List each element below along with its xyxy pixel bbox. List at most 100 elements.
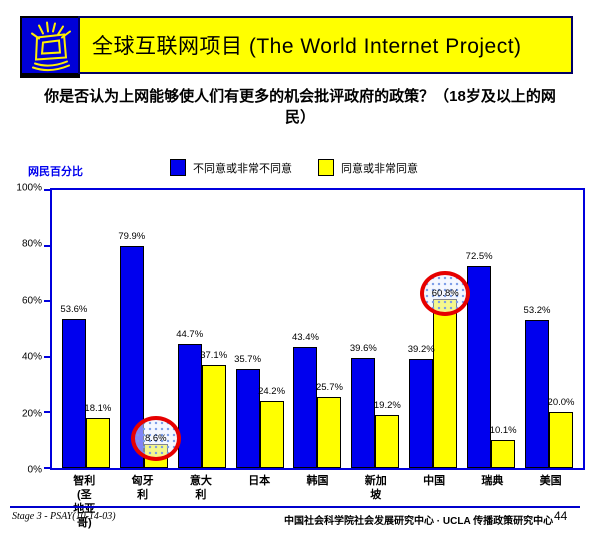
- bar: [467, 266, 492, 468]
- title-banner: 全球互联网项目 (The World Internet Project): [78, 16, 573, 74]
- bar-column: 25.7%: [315, 190, 343, 468]
- bar-column: 39.2%: [407, 190, 435, 468]
- x-axis-label-slot: 新加坡: [352, 474, 400, 506]
- bar-column: 60.8%: [420, 190, 471, 468]
- x-axis-label-slot: 智利 (圣地亚哥): [60, 474, 108, 529]
- bar: [409, 359, 434, 468]
- x-axis-label: 美国: [539, 475, 562, 487]
- y-axis-tick-mark: [44, 244, 52, 247]
- y-axis-tick-mark: [44, 300, 52, 303]
- bar: [549, 412, 574, 468]
- x-axis-label: 日本: [248, 475, 271, 487]
- y-axis-tick-label: 60%: [21, 295, 42, 307]
- bar: [85, 417, 110, 468]
- bar-value-label: 39.2%: [407, 344, 435, 356]
- bar: [235, 368, 260, 468]
- y-axis-tick-label: 20%: [21, 408, 42, 420]
- y-axis-tick-mark: [44, 355, 52, 358]
- bar-column: 53.6%: [60, 190, 88, 468]
- bar-group: 79.9% 8.6%: [118, 190, 181, 468]
- bar-group: 53.6% 18.1%: [60, 190, 112, 468]
- bar: [177, 343, 202, 468]
- bar-group: 44.7% 37.1%: [176, 190, 228, 468]
- bar-value-label: 10.1%: [489, 424, 517, 436]
- legend-swatch-blue: [170, 159, 186, 176]
- footer-divider: [10, 506, 580, 508]
- bar-column: 37.1%: [200, 190, 228, 468]
- bar-group: 39.6% 19.2%: [349, 190, 401, 468]
- bar-column: 53.2%: [523, 190, 551, 468]
- y-axis-title: 网民百分比: [28, 166, 83, 178]
- bar-column: 44.7%: [176, 190, 204, 468]
- logo: [20, 16, 80, 78]
- bar-column: 8.6%: [130, 190, 181, 468]
- bar: [61, 319, 86, 468]
- y-axis-labels: 100% 80% 60% 40% 20% 0%: [0, 183, 44, 476]
- bar: [351, 357, 376, 468]
- circle-annotation: 8.6%: [130, 416, 181, 462]
- bar-value-label: 25.7%: [315, 381, 343, 393]
- bar-value-label: 37.1%: [200, 349, 228, 361]
- legend-label: 不同意或非常不同意: [193, 162, 292, 175]
- bar-column: 43.4%: [291, 190, 319, 468]
- footer-credits: 中国社会科学院社会发展研究中心 · UCLA 传播政策研究中心: [284, 516, 554, 527]
- y-axis-tick-label: 100%: [16, 182, 42, 194]
- bar-group: 39.2% 60.8%: [407, 190, 471, 468]
- bar-value-label: 39.6%: [349, 342, 377, 354]
- question-text: 你是否认为上网能够使人们有更多的机会批评政府的政策？（18岁及以上的网民）: [44, 88, 556, 126]
- bar-value-label: 19.2%: [373, 399, 401, 411]
- bar-value-label: 18.1%: [84, 402, 112, 414]
- page-number: 44: [554, 509, 568, 523]
- x-axis-label-slot: 韩国: [293, 474, 341, 506]
- bar: [293, 347, 318, 468]
- x-axis-label-slot: 中国: [410, 474, 458, 506]
- x-axis-label: 智利 (圣地亚哥): [73, 475, 96, 529]
- bar-group: 53.2% 20.0%: [523, 190, 575, 468]
- x-axis-label: 意大利: [189, 475, 212, 501]
- bar-value-label: 20.0%: [547, 397, 575, 409]
- legend-row: 网民百分比 不同意或非常不同意 同意或非常同意: [0, 159, 600, 181]
- bar-column: 72.5%: [465, 190, 493, 468]
- legend-label: 同意或非常同意: [341, 162, 418, 175]
- x-axis-label-slot: 日本: [235, 474, 283, 506]
- x-axis-label: 匈牙利: [131, 475, 154, 501]
- y-axis-tick-label: 80%: [21, 238, 42, 250]
- plot-area: 53.6% 18.1% 79.9% 8.6% 44.7% 37.1% 35.7% 24.2% 4…: [44, 188, 585, 470]
- x-axis-label: 瑞典: [481, 475, 504, 487]
- bar-value-label: 43.4%: [291, 332, 319, 344]
- bar: [491, 439, 516, 468]
- footer-stage-text: Stage 3 - PSAY(10-14-03): [12, 511, 116, 522]
- bar-value-label: 35.7%: [234, 353, 262, 365]
- bar-value-label: 44.7%: [176, 328, 204, 340]
- y-axis-tick-mark: [44, 189, 52, 191]
- bar-column: 24.2%: [258, 190, 286, 468]
- x-axis-label: 韩国: [306, 475, 329, 487]
- bar-column: 18.1%: [84, 190, 112, 468]
- bar-column: 35.7%: [234, 190, 262, 468]
- bar-column: 20.0%: [547, 190, 575, 468]
- bar: [259, 400, 284, 468]
- legend-swatch-yellow: [318, 159, 334, 176]
- bar-group: 35.7% 24.2%: [234, 190, 286, 468]
- legend-item-disagree: 不同意或非常不同意: [170, 159, 292, 176]
- bar-value-label: 72.5%: [465, 251, 493, 263]
- page-title: 全球互联网项目 (The World Internet Project): [92, 35, 522, 58]
- x-axis-label: 新加坡: [364, 475, 387, 501]
- x-axis-label-slot: 意大利: [177, 474, 225, 506]
- bar: [525, 320, 550, 468]
- bar-value-label: 24.2%: [258, 385, 286, 397]
- x-axis-label: 中国: [423, 475, 446, 487]
- y-axis-tick-mark: [44, 467, 52, 469]
- bar: [433, 298, 458, 468]
- bar-column: 19.2%: [373, 190, 401, 468]
- bar-column: 10.1%: [489, 190, 517, 468]
- circle-annotation: 60.8%: [420, 270, 471, 316]
- bar-value-label: 53.2%: [523, 305, 551, 317]
- x-axis-label-slot: 美国: [527, 474, 575, 506]
- legend-item-agree: 同意或非常同意: [318, 159, 418, 176]
- bar: [375, 414, 400, 468]
- bar-value-label: 53.6%: [60, 304, 88, 315]
- x-axis-labels: 智利 (圣地亚哥) 匈牙利 意大利 日本 韩国 新加坡 中国 瑞典 美国: [50, 474, 585, 529]
- x-axis-label-slot: 瑞典: [468, 474, 516, 506]
